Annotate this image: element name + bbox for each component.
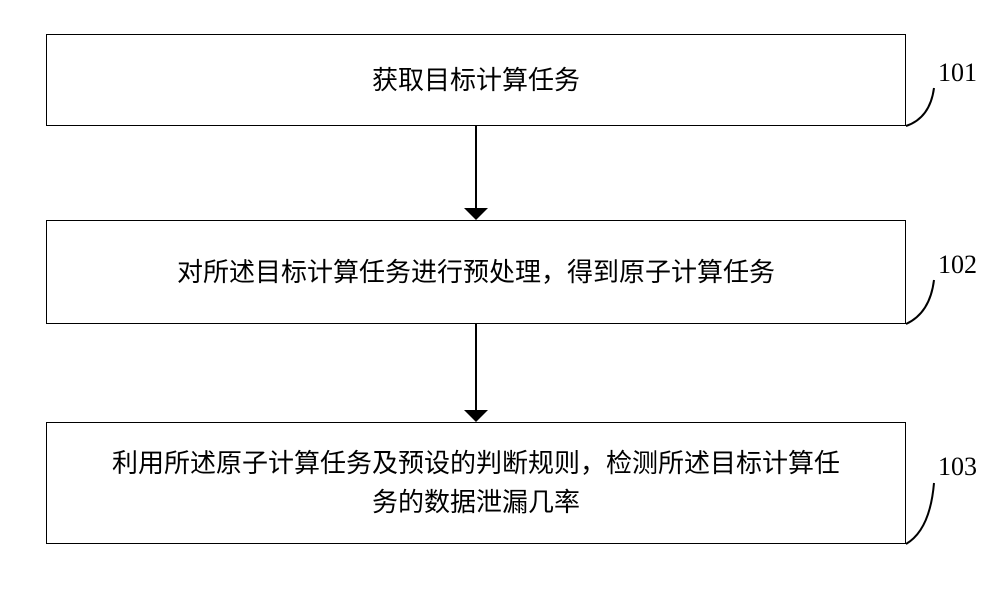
number-connector-curve <box>902 479 938 548</box>
flow-arrow-head <box>464 208 488 220</box>
flowchart-canvas: 获取目标计算任务 101 对所述目标计算任务进行预处理，得到原子计算任务 102 利用所… <box>0 0 1000 605</box>
flow-step-step3: 利用所述原子计算任务及预设的判断规则，检测所述目标计算任 务的数据泄漏几率 <box>46 422 906 544</box>
flow-step-text: 利用所述原子计算任务及预设的判断规则，检测所述目标计算任 务的数据泄漏几率 <box>112 444 840 522</box>
flow-step-text: 对所述目标计算任务进行预处理，得到原子计算任务 <box>177 253 775 292</box>
flow-step-text: 获取目标计算任务 <box>372 61 580 100</box>
flow-step-number: 102 <box>938 250 977 280</box>
flow-arrow-head <box>464 410 488 422</box>
flow-arrow-line <box>475 324 477 410</box>
flow-step-number: 101 <box>938 58 977 88</box>
flow-step-number: 103 <box>938 452 977 482</box>
number-connector-curve <box>902 276 938 328</box>
flow-arrow-line <box>475 126 477 208</box>
flow-step-step1: 获取目标计算任务 <box>46 34 906 126</box>
number-connector-curve <box>902 84 938 130</box>
flow-step-step2: 对所述目标计算任务进行预处理，得到原子计算任务 <box>46 220 906 324</box>
